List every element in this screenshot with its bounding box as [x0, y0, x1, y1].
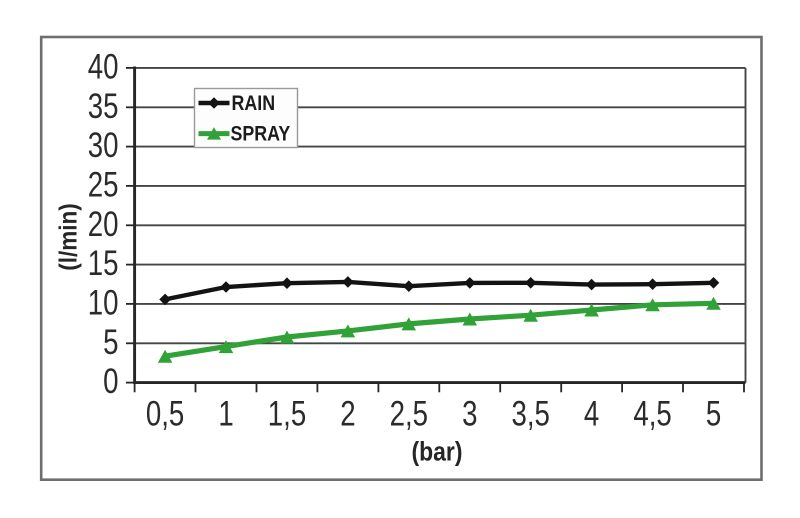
svg-text:SPRAY: SPRAY — [231, 122, 291, 146]
svg-text:(bar): (bar) — [412, 437, 463, 467]
svg-text:4,5: 4,5 — [633, 393, 671, 433]
svg-text:30: 30 — [88, 125, 119, 165]
svg-text:25: 25 — [88, 164, 119, 204]
svg-text:(l/min): (l/min) — [54, 203, 82, 270]
svg-text:0: 0 — [103, 361, 118, 401]
svg-text:RAIN: RAIN — [232, 91, 276, 115]
svg-text:40: 40 — [88, 46, 119, 86]
svg-text:1: 1 — [218, 393, 233, 433]
svg-text:20: 20 — [88, 204, 119, 244]
svg-text:3: 3 — [462, 393, 477, 433]
svg-text:2,5: 2,5 — [390, 393, 428, 433]
svg-text:3,5: 3,5 — [511, 393, 549, 433]
svg-text:15: 15 — [88, 243, 119, 283]
svg-text:0,5: 0,5 — [146, 393, 184, 433]
svg-text:2: 2 — [340, 393, 355, 433]
svg-text:5: 5 — [706, 393, 721, 433]
svg-text:5: 5 — [103, 322, 118, 362]
svg-text:10: 10 — [88, 282, 119, 322]
svg-text:35: 35 — [88, 86, 119, 126]
svg-text:1,5: 1,5 — [268, 393, 306, 433]
svg-text:4: 4 — [584, 393, 599, 433]
